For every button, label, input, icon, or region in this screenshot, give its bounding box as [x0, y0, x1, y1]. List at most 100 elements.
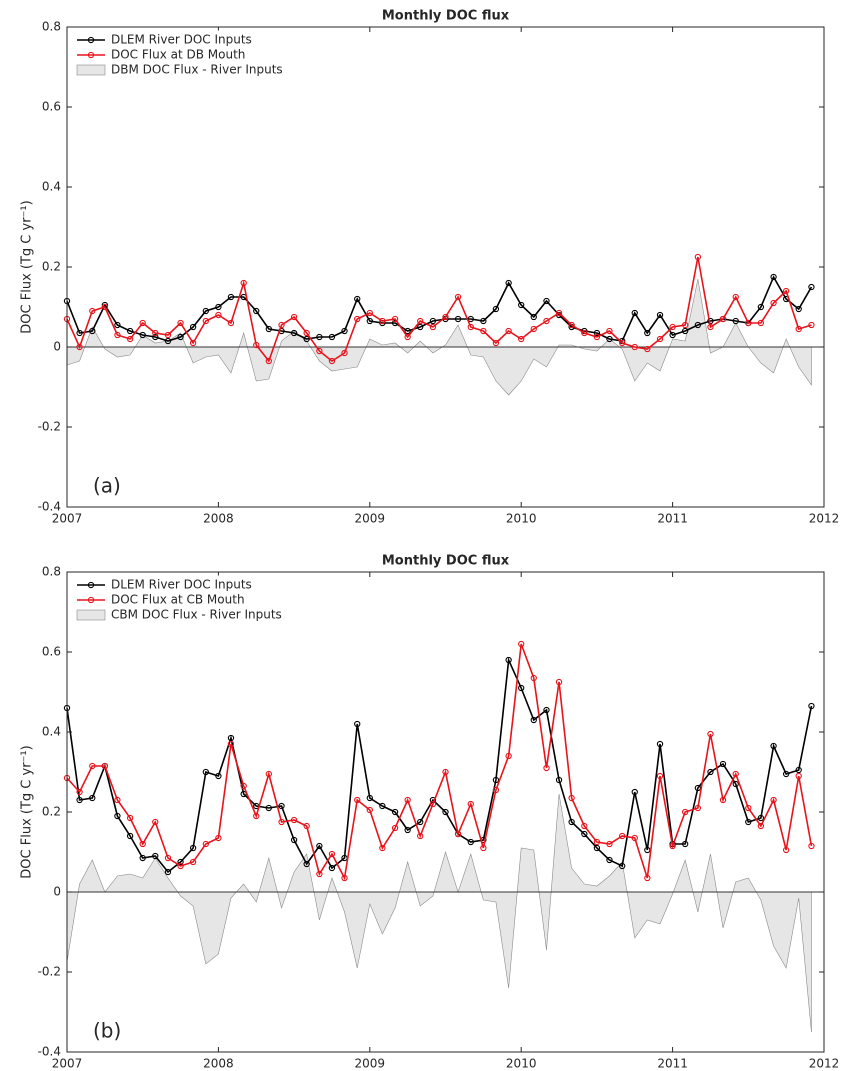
y-axis-label: DOC Flux (Tg C yr⁻¹): [20, 745, 35, 878]
marker: [530, 325, 537, 333]
plot-area: [67, 27, 824, 507]
legend-swatch: [87, 36, 95, 44]
marker: [366, 317, 373, 325]
marker: [328, 850, 336, 858]
marker: [341, 874, 348, 882]
marker: [795, 766, 802, 774]
marker: [707, 768, 714, 776]
marker: [492, 305, 500, 313]
marker: [189, 858, 197, 866]
marker: [164, 868, 172, 876]
marker: [101, 762, 108, 770]
marker: [76, 788, 83, 796]
marker: [606, 327, 613, 335]
marker: [593, 329, 601, 337]
marker: [303, 329, 310, 337]
marker: [719, 796, 727, 804]
marker: [139, 840, 146, 848]
marker: [568, 794, 575, 802]
marker: [177, 333, 184, 341]
marker: [669, 323, 676, 331]
marker: [555, 776, 563, 784]
marker: [202, 307, 209, 315]
marker: [808, 321, 815, 329]
marker: [644, 329, 651, 337]
legend-box: [72, 575, 292, 626]
marker: [770, 299, 777, 307]
marker: [202, 840, 209, 848]
legend-label: CBM DOC Flux - River Inputs: [111, 608, 282, 622]
series-area: [66, 793, 812, 1033]
y-tick-label: -0.4: [38, 1045, 61, 1059]
series-area: [66, 278, 812, 396]
legend-swatch: [76, 64, 106, 76]
marker: [518, 301, 525, 309]
marker: [341, 349, 348, 357]
x-tick-label: 2011: [657, 512, 688, 526]
marker: [619, 832, 626, 840]
marker: [316, 870, 323, 878]
marker: [215, 311, 222, 319]
marker: [518, 684, 525, 692]
marker: [76, 796, 83, 804]
marker: [543, 764, 550, 772]
marker: [354, 295, 361, 303]
marker: [417, 818, 424, 826]
marker: [177, 862, 184, 870]
marker: [783, 287, 790, 295]
marker: [379, 802, 386, 810]
marker: [164, 337, 172, 345]
marker: [328, 357, 336, 365]
marker: [139, 331, 146, 339]
x-tick-label: 2010: [506, 512, 537, 526]
marker: [694, 804, 702, 812]
legend-swatch: [76, 609, 106, 621]
marker: [114, 321, 121, 329]
marker: [606, 840, 613, 848]
marker: [454, 293, 462, 301]
marker: [429, 317, 437, 325]
marker: [795, 305, 802, 313]
marker: [543, 706, 550, 714]
y-tick-label: 0: [53, 885, 61, 899]
marker: [189, 339, 197, 347]
marker: [227, 319, 235, 327]
marker: [442, 808, 449, 816]
marker: [757, 319, 765, 327]
marker: [202, 768, 209, 776]
marker: [152, 329, 159, 337]
marker: [404, 796, 411, 804]
marker: [227, 293, 235, 301]
marker: [732, 770, 739, 778]
y-axis-label: DOC Flux (Tg C yr⁻¹): [20, 200, 35, 333]
y-tick-label: -0.2: [38, 965, 61, 979]
marker: [253, 307, 260, 315]
marker: [581, 329, 588, 337]
marker: [89, 794, 96, 802]
y-tick-label: 0.4: [42, 180, 61, 194]
marker: [316, 347, 323, 355]
marker: [366, 309, 373, 317]
marker: [429, 323, 437, 331]
marker: [303, 335, 310, 343]
x-tick-label: 2010: [506, 1057, 537, 1071]
marker: [795, 772, 802, 780]
marker: [215, 303, 222, 311]
marker: [555, 678, 563, 686]
marker: [593, 838, 601, 846]
marker: [581, 830, 588, 838]
marker: [467, 323, 474, 331]
marker: [694, 321, 702, 329]
marker: [114, 796, 121, 804]
y-tick-label: -0.4: [38, 500, 61, 514]
marker: [366, 806, 373, 814]
marker: [795, 325, 802, 333]
marker: [505, 752, 512, 760]
marker: [694, 253, 702, 261]
marker: [745, 818, 752, 826]
marker: [656, 311, 664, 319]
marker: [518, 640, 525, 648]
marker: [783, 770, 790, 778]
marker: [164, 331, 172, 339]
marker: [682, 327, 689, 335]
